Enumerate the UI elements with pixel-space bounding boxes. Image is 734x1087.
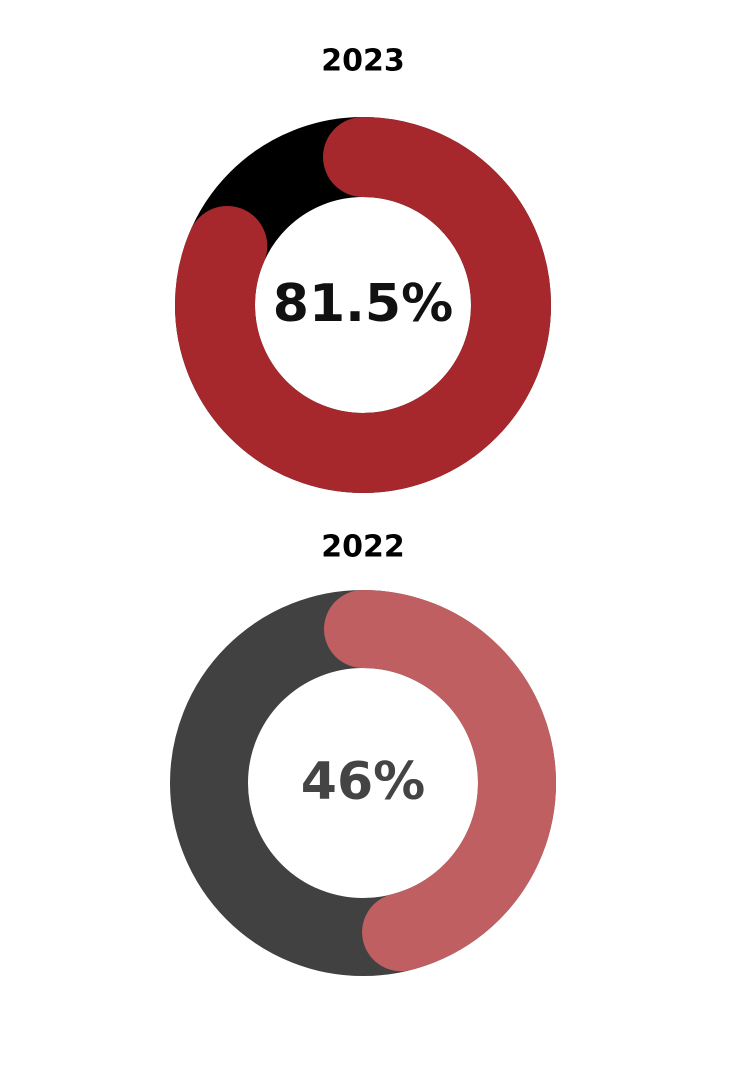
center-label: 46% — [301, 752, 425, 812]
donut-arc — [170, 590, 556, 976]
center-label: 81.5% — [273, 274, 453, 334]
chart-title: 2022 — [321, 530, 405, 565]
chart-title: 2023 — [321, 44, 405, 79]
donut-arc — [175, 117, 551, 493]
